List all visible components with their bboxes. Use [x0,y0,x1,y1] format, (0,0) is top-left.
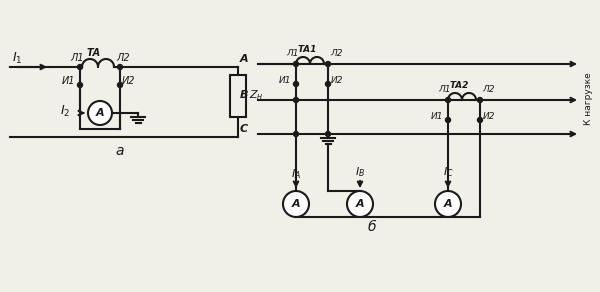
Text: К нагрузке: К нагрузке [584,73,593,125]
Circle shape [293,98,299,102]
Text: С: С [240,124,248,134]
Circle shape [325,131,331,136]
Text: Л2: Л2 [116,53,130,63]
Circle shape [445,98,451,102]
Text: $Z_н$: $Z_н$ [249,88,263,102]
Circle shape [293,62,299,67]
Text: $I_1$: $I_1$ [12,51,22,66]
Circle shape [435,191,461,217]
Text: ТА2: ТА2 [450,81,469,90]
Circle shape [325,62,331,67]
Circle shape [118,65,122,69]
Circle shape [283,191,309,217]
Circle shape [478,98,482,102]
Text: а: а [116,144,124,158]
Text: A: A [356,199,364,209]
Bar [230,75,246,117]
Circle shape [325,81,331,86]
Text: $I_2$: $I_2$ [60,104,70,119]
Circle shape [88,101,112,125]
Text: И1: И1 [62,76,76,86]
Circle shape [77,83,83,88]
Text: И2: И2 [483,112,496,121]
Circle shape [293,131,299,136]
Text: ТА: ТА [87,48,101,58]
Text: $I_B$: $I_B$ [355,165,365,179]
Text: И2: И2 [331,76,343,85]
Text: б: б [368,220,376,234]
Text: Л2: Л2 [482,85,494,94]
Circle shape [118,83,122,88]
Circle shape [478,117,482,123]
Text: Л2: Л2 [330,49,343,58]
Text: ТА1: ТА1 [298,45,317,54]
Text: Л1: Л1 [286,49,299,58]
Circle shape [445,117,451,123]
Text: И1: И1 [279,76,292,85]
Circle shape [347,191,373,217]
Text: Л1: Л1 [438,85,451,94]
Text: $I_A$: $I_A$ [291,167,301,181]
Text: В: В [239,90,248,100]
Circle shape [293,81,299,86]
Text: A: A [292,199,301,209]
Text: $I_C$: $I_C$ [443,165,454,179]
Text: A: A [443,199,452,209]
Text: A: A [95,108,104,118]
Text: И2: И2 [122,76,136,86]
Text: Л1: Л1 [70,53,83,63]
Text: И1: И1 [431,112,443,121]
Circle shape [77,65,83,69]
Text: А: А [239,54,248,64]
